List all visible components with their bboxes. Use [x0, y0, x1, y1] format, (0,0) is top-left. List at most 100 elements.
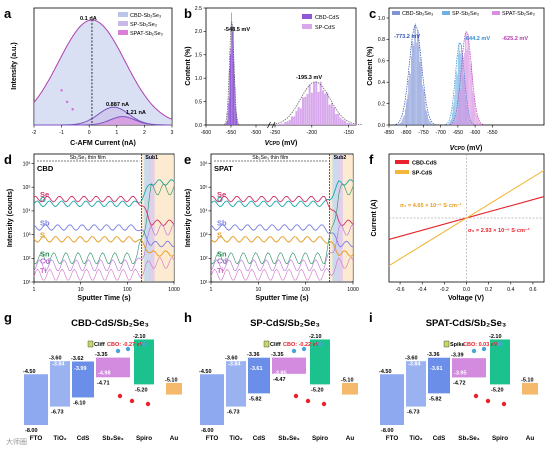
- band-category: Spiro: [136, 435, 152, 442]
- profile-curve: [210, 223, 354, 272]
- hist-bar: [326, 92, 329, 125]
- cbo-value: CBO: -0.27 eV: [107, 342, 144, 348]
- hist-bar: [404, 115, 405, 125]
- band-label-top: -2.10: [309, 334, 322, 340]
- panel-a: a -2 -1 0 1 2 3 C-AFM Current (nA) Intensity …: [4, 6, 174, 147]
- hist-bar: [411, 40, 413, 125]
- electron: [481, 346, 487, 352]
- band-category: CdS: [77, 435, 90, 442]
- hist-bar: [462, 56, 463, 126]
- electron: [497, 341, 503, 347]
- band-category: FTO: [206, 435, 219, 442]
- band-bar: [24, 374, 48, 425]
- hist-bar: [306, 93, 309, 125]
- band-bar: [134, 339, 154, 385]
- band-category: Sb₂Se₃: [458, 435, 480, 442]
- profile-curve: [210, 224, 354, 248]
- x-tick-label: 1: [33, 287, 36, 293]
- band-label-top: -3.60: [49, 356, 62, 362]
- x-tick-label: -850: [384, 130, 394, 136]
- hist-bar: [315, 81, 318, 125]
- hist-bar: [468, 33, 469, 125]
- hist-bar: [449, 121, 450, 125]
- band-bar: [380, 374, 404, 425]
- x-tick-label: 1000: [347, 287, 359, 293]
- annotation-peak: -195.3 mV: [296, 75, 322, 81]
- x-tick-label: 10: [255, 287, 261, 293]
- panel-b: b -600 -550 -500 -250 -200 -150 0.0 0.5 1.0 1.5 2.…: [184, 6, 363, 147]
- panel-title: CBD: [37, 164, 54, 173]
- annotation-conductivity: σ₀ = 4.65 × 10⁻⁶ S·cm⁻¹: [400, 202, 462, 209]
- watermark: 大师圈: [6, 437, 27, 446]
- hist-bar: [404, 109, 406, 125]
- x-tick-label: 1: [210, 287, 213, 293]
- hist-bar: [459, 50, 461, 125]
- hist-bar: [398, 123, 400, 125]
- hist-bar: [319, 81, 322, 125]
- hist-bar: [324, 93, 327, 125]
- panel-c-legend: CBD-Sb₂Se₃ SP-Sb₂Se₃ SPAT-Sb₂Se₃: [392, 11, 535, 17]
- hist-bar: [226, 122, 227, 125]
- panel-f-plot: -0.6 -0.4 -0.2 0.0 0.2 0.4 0.6: [388, 154, 545, 293]
- panel-b-ylabel: Content (%): [185, 46, 192, 85]
- band-category: Sb₂Se₃: [102, 435, 124, 442]
- legend-label: SP-CdS: [315, 25, 335, 31]
- x-tick-label: -750: [418, 130, 428, 136]
- hist-bar: [456, 74, 458, 125]
- hist-bar: [475, 108, 476, 125]
- hist-bar: [417, 34, 418, 125]
- hist-bar: [313, 82, 316, 125]
- panel-b-ticks: -600 -550 -500 -250 -200 -150 0.0 0.5 1.0 1.5 2.0 2…: [195, 6, 354, 136]
- band-label-top: -2.10: [489, 334, 502, 340]
- profile-curve: [210, 195, 354, 227]
- panel-i-title: SPAT-CdS/Sb₂Se₃: [426, 318, 507, 329]
- band-label-bottom: -5.20: [135, 387, 148, 393]
- panel-a-curves: [33, 16, 173, 126]
- hist-bar: [480, 123, 482, 125]
- y-tick-label: 1.5: [195, 53, 202, 59]
- hist-bar: [295, 111, 298, 125]
- panel-e-xlabel: Sputter Time (s): [255, 295, 308, 302]
- band-bar: [50, 361, 70, 407]
- panel-b-xlabel: VCPD (mV): [265, 140, 298, 147]
- band-category: Au: [526, 435, 535, 442]
- y-tick-label: 10⁴: [23, 209, 31, 215]
- hist-bar: [302, 97, 305, 125]
- x-tick-label: -550: [487, 130, 497, 136]
- band-category: Au: [346, 435, 355, 442]
- band-label-bottom: -5.82: [249, 396, 262, 402]
- band-label-top: -5.10: [341, 377, 354, 383]
- annotation-peak: 0.887 nA: [106, 102, 129, 108]
- hist-bar: [308, 84, 311, 125]
- x-tick-label: -650: [453, 130, 463, 136]
- hist-bar: [288, 119, 291, 125]
- band-label-bottom: -8.00: [201, 428, 214, 434]
- x-tick-label: -2: [32, 130, 37, 136]
- hist-bar: [403, 116, 404, 125]
- hist-bar: [461, 71, 463, 125]
- band-inner-label: -3.84: [52, 362, 65, 368]
- x-tick-label: 3: [171, 130, 174, 136]
- hist-bar: [406, 98, 408, 125]
- hist-bar: [423, 92, 425, 125]
- band-label-top: -3.35: [271, 352, 284, 358]
- hist-bar: [473, 94, 475, 125]
- legend-swatch: [302, 14, 312, 19]
- hist-bar: [450, 120, 451, 125]
- hole: [473, 393, 479, 399]
- band-bar: [310, 339, 330, 385]
- panel-label-i: i: [369, 310, 373, 325]
- region-label: Sub1: [145, 155, 158, 161]
- hist-bar: [321, 90, 324, 125]
- hist-bar: [401, 121, 403, 125]
- band-label-bottom: -6.73: [227, 410, 240, 416]
- hist-bar: [417, 29, 419, 126]
- hist-bar: [431, 123, 433, 125]
- band-bar: [490, 339, 510, 385]
- band-inner-label: -3.61: [250, 366, 263, 372]
